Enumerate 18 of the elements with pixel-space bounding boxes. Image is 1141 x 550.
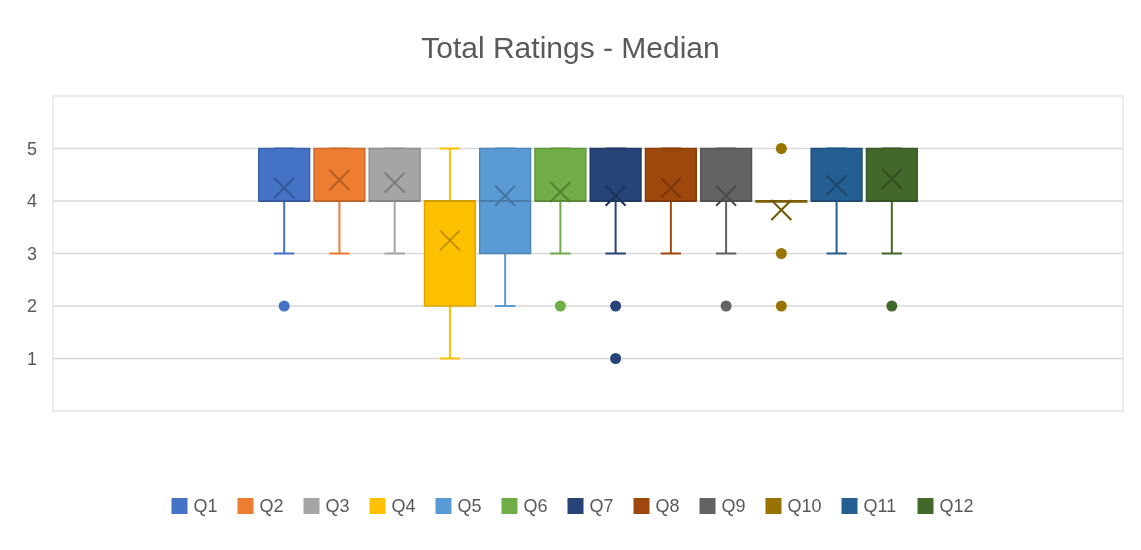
y-tick-label: 5	[26, 138, 37, 159]
legend-label: Q4	[391, 496, 416, 516]
legend-label: Q8	[655, 496, 680, 516]
legend-label: Q3	[325, 496, 350, 516]
legend-label: Q6	[523, 496, 548, 516]
legend-label: Q5	[457, 496, 482, 516]
legend-label: Q12	[939, 496, 974, 516]
legend-label: Q10	[787, 496, 822, 516]
y-tick-label: 1	[26, 348, 37, 369]
y-tick-label: 2	[26, 296, 37, 317]
chart-title: Total Ratings - Median	[421, 31, 720, 64]
y-tick-label: 4	[26, 191, 37, 212]
legend-label: Q7	[589, 496, 614, 516]
y-tick-label: 3	[26, 243, 37, 264]
legend-label: Q9	[721, 496, 746, 516]
legend-label: Q1	[193, 496, 218, 516]
legend-label: Q11	[863, 496, 897, 516]
legend-label: Q2	[259, 496, 284, 516]
